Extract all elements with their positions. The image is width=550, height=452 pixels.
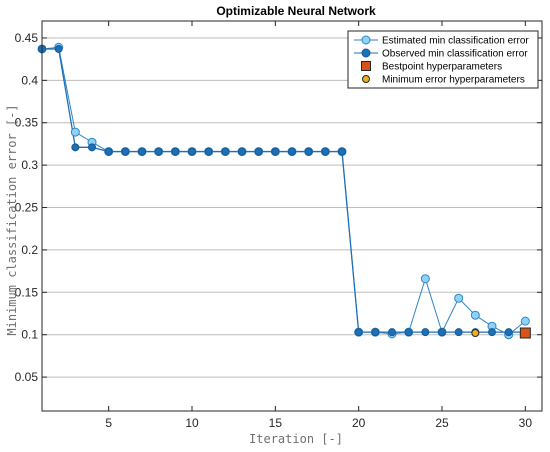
legend-observed: Observed min classification error	[354, 48, 528, 60]
chart-title: Optimizable Neural Network	[216, 4, 376, 18]
y-tick-label: 0.4	[21, 73, 38, 87]
observed-point	[204, 147, 213, 156]
y-tick-label: 0.3	[21, 158, 38, 172]
observed-point	[188, 147, 196, 156]
observed-point	[54, 44, 63, 53]
observed-point	[354, 328, 363, 337]
observed-point	[504, 328, 513, 337]
axes-box	[41, 20, 543, 412]
series-points	[37, 42, 531, 340]
legend-estimated-marker	[361, 35, 371, 45]
observed-point	[371, 328, 380, 337]
observed-point	[154, 147, 163, 156]
legend-bestpoint-label: Bestpoint hyperparameters	[382, 62, 502, 73]
y-tick-label: 0.05	[15, 370, 39, 384]
x-tick-label: 10	[185, 416, 199, 430]
x-tick-label: 5	[105, 416, 112, 430]
observed-point	[288, 147, 296, 156]
observed-point	[71, 143, 80, 152]
x-tick-label: 25	[435, 416, 449, 430]
y-tick-label: 0.15	[15, 285, 39, 299]
observed-point	[454, 328, 463, 337]
observed-point	[304, 147, 313, 156]
legend-minimum-error-label: Minimum error hyperparameters	[382, 75, 525, 86]
legend-estimated-label: Estimated min classification error	[382, 36, 529, 47]
legend-minimum-error-marker	[362, 75, 370, 83]
y-tick-label: 0.45	[15, 31, 39, 45]
observed-point	[404, 328, 413, 337]
observed-point	[104, 147, 113, 156]
legend-box	[347, 30, 539, 89]
legend-estimated: Estimated min classification error	[354, 35, 529, 47]
observed-point	[271, 147, 280, 156]
observed-point	[121, 147, 130, 156]
legend-observed-marker	[361, 48, 371, 58]
observed-point	[438, 328, 446, 337]
bestpoint-marker	[519, 327, 531, 339]
observed-point	[138, 147, 146, 156]
observed-point	[254, 147, 263, 156]
x-tick-label: 30	[519, 416, 533, 430]
estimated-point	[470, 310, 480, 320]
observed-point	[171, 147, 180, 156]
minimum-error-marker	[471, 329, 480, 337]
legend-observed-label: Observed min classification error	[382, 49, 528, 60]
legend: Estimated min classification error Observ…	[347, 30, 539, 89]
observed-point	[88, 143, 96, 152]
x-tick-label: 15	[269, 416, 283, 430]
estimated-point	[70, 127, 80, 137]
y-tick-label: 0.1	[21, 328, 38, 342]
x-axis-label: Iteration [-]	[249, 432, 343, 446]
legend-minimum-error: Minimum error hyperparameters	[362, 75, 525, 86]
tick-labels: 0.05 0.1 0.15 0.2 0.25 0.3 0.35 0.4 0.45 5 10 15 20 2…	[15, 31, 533, 430]
y-axis-label: Minimum classification error [-]	[5, 104, 19, 335]
legend-bestpoint: Bestpoint hyperparameters	[361, 61, 502, 73]
observed-point	[388, 328, 396, 337]
observed-point	[221, 147, 230, 156]
observed-point	[321, 147, 330, 156]
legend-items: Estimated min classification error Observ…	[354, 35, 529, 86]
observed-point	[338, 147, 346, 156]
x-tick-label: 20	[352, 416, 366, 430]
observed-point	[238, 147, 246, 156]
estimated-point	[520, 316, 530, 326]
y-tick-label: 0.2	[21, 243, 38, 257]
axes	[41, 20, 543, 412]
estimated-point	[420, 274, 430, 284]
estimated-point	[454, 293, 464, 303]
y-tick-label: 0.35	[15, 116, 39, 130]
legend-bestpoint-marker	[361, 61, 371, 71]
observed-point	[488, 328, 496, 337]
observed-point	[421, 328, 430, 337]
y-tick-label: 0.25	[15, 201, 39, 215]
